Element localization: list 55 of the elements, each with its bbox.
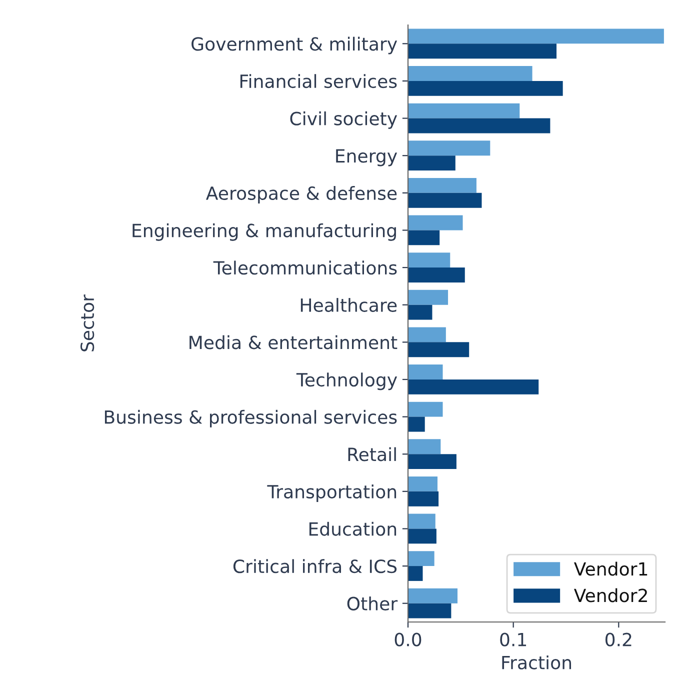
bar [408, 402, 443, 417]
y-tick-label: Business & professional services [104, 410, 397, 428]
bar [408, 304, 432, 320]
bar [408, 156, 456, 171]
bar [408, 416, 425, 432]
bar [408, 140, 490, 156]
bar [408, 364, 443, 380]
bar [408, 528, 436, 544]
bar [408, 551, 434, 566]
bar [408, 514, 436, 529]
x-tick-label: 0.2 [605, 632, 632, 646]
y-tick-label: Education [309, 522, 396, 536]
y-tick-label: Healthcare [300, 298, 397, 312]
bar [408, 80, 563, 96]
bar [408, 342, 470, 358]
bar [408, 215, 463, 230]
bar [408, 566, 423, 581]
bar [408, 491, 439, 506]
y-tick-label: Other [347, 596, 398, 610]
y-tick-label: Government & military [192, 36, 398, 54]
bar [408, 252, 450, 268]
bar [408, 439, 441, 454]
y-tick-label: Retail [348, 447, 396, 462]
bar [408, 44, 557, 59]
y-tick-label: Energy [336, 149, 398, 166]
bar [408, 327, 446, 342]
bar [408, 103, 520, 118]
bar [408, 588, 458, 604]
bar [408, 28, 664, 44]
bar [408, 66, 532, 81]
y-tick-label: Financial services [240, 74, 397, 88]
x-axis-title: Fraction [502, 655, 572, 670]
bar [408, 379, 539, 394]
y-tick-label: Critical infra & ICS [233, 559, 397, 574]
bar [408, 603, 452, 618]
bar [408, 178, 476, 193]
bar [408, 268, 465, 282]
y-tick-label: Telecommunications [213, 260, 397, 275]
y-tick-label: Engineering & manufacturing [132, 223, 396, 241]
y-tick-label: Civil society [290, 111, 398, 129]
y-tick-label: Technology [296, 372, 398, 390]
bar [408, 290, 448, 305]
y-tick-label: Aerospace & defense [206, 186, 397, 204]
bar [408, 192, 482, 208]
bar [408, 230, 440, 246]
bar [408, 454, 456, 470]
legend-label: Vendor1 [574, 562, 648, 576]
bar [408, 476, 438, 492]
x-tick-label: 0.0 [394, 632, 422, 646]
legend-label: Vendor2 [574, 588, 647, 602]
y-tick-label: Transportation [267, 484, 396, 502]
bar [408, 118, 550, 134]
x-tick-label: 0.1 [500, 632, 526, 646]
y-axis-title: Sector [80, 294, 94, 352]
y-tick-label: Media & entertainment [190, 335, 398, 350]
